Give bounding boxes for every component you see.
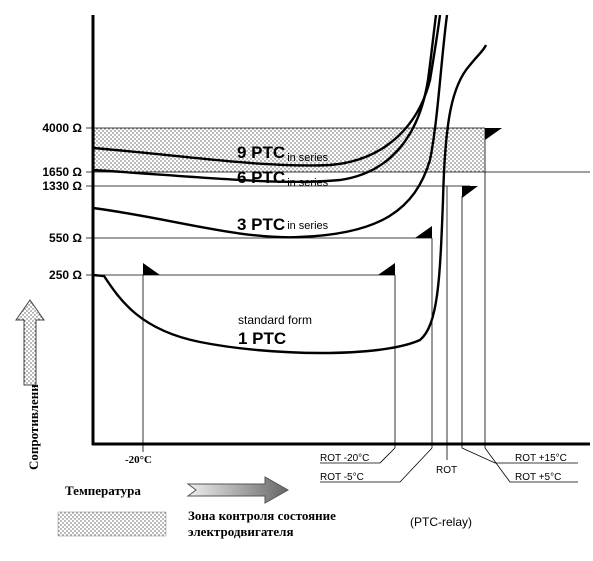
x-label: ROT xyxy=(436,465,457,476)
curve-name: 6 PTC xyxy=(237,168,285,187)
y-label: 1330 Ω xyxy=(42,179,82,193)
x-label: ROT +5°C xyxy=(515,472,561,483)
x-label: ROT -20°C xyxy=(320,453,369,464)
x-labels: -20°C ROT -20°C ROT -5°C ROT ROT +15°C R… xyxy=(125,453,567,483)
curve-name: 9 PTC xyxy=(237,143,285,162)
curve-suffix: in series xyxy=(287,220,328,232)
x-arrow xyxy=(186,476,290,504)
y-label: 550 Ω xyxy=(49,231,82,245)
curve-6ptc xyxy=(92,14,438,184)
x-label: -20°C xyxy=(125,454,152,466)
curve-suffix: in series xyxy=(287,177,328,189)
y-label: 250 Ω xyxy=(49,268,82,282)
legend-relay: (PTC-relay) xyxy=(410,515,472,529)
curves xyxy=(92,14,488,355)
curve-note: standard form xyxy=(238,313,312,327)
legend-swatch xyxy=(57,511,167,537)
markers xyxy=(143,128,502,275)
curve-9ptc xyxy=(92,14,442,167)
curve-name: 1 PTC xyxy=(238,329,286,348)
y-label: 4000 Ω xyxy=(42,121,82,135)
axes xyxy=(91,15,590,446)
y-axis-title: Сопротивлени xyxy=(26,384,41,470)
x-label: ROT +15°C xyxy=(515,453,567,464)
legend-text: электродвигателя xyxy=(188,524,293,539)
curve-label: 6 PTC in series xyxy=(237,168,329,189)
curve-name: 3 PTC xyxy=(237,215,285,234)
y-label: 1650 Ω xyxy=(42,165,82,179)
x-axis-title: Температура xyxy=(65,483,141,498)
legend-text: Зона контроля состояние xyxy=(188,508,336,523)
reference-lines xyxy=(86,127,590,483)
curve-label: 3 PTC in series xyxy=(237,215,329,234)
y-arrow xyxy=(15,299,45,386)
y-labels: 4000 Ω 1650 Ω 1330 Ω 550 Ω 250 Ω xyxy=(42,121,82,282)
curve-label: 9 PTC in series xyxy=(237,143,329,164)
curve-suffix: in series xyxy=(287,152,328,164)
curve-1ptc xyxy=(92,44,488,355)
x-label: ROT -5°C xyxy=(320,472,364,483)
curve-3ptc xyxy=(92,14,449,239)
